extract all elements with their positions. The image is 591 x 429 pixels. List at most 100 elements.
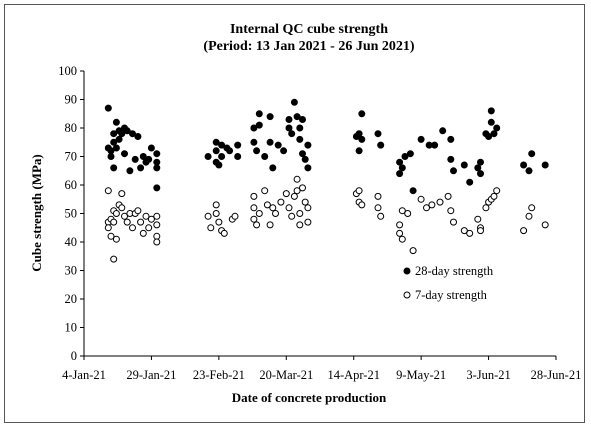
- point-28-day: [474, 164, 482, 172]
- point-7-day: [250, 215, 258, 223]
- point-28-day: [439, 127, 447, 135]
- point-7-day: [250, 192, 258, 200]
- point-7-day: [215, 218, 223, 226]
- point-7-day: [460, 227, 468, 235]
- point-28-day: [358, 110, 366, 118]
- point-7-day: [123, 218, 131, 226]
- point-28-day: [261, 153, 269, 160]
- point-28-day: [447, 135, 455, 143]
- point-7-day: [409, 247, 417, 255]
- point-7-day: [288, 212, 296, 220]
- point-28-day: [296, 135, 304, 143]
- point-28-day: [212, 138, 220, 146]
- point-28-day: [485, 133, 493, 140]
- point-28-day: [153, 164, 161, 172]
- point-28-day: [255, 121, 263, 129]
- point-28-day: [153, 184, 161, 192]
- point-7-day: [466, 229, 474, 237]
- point-7-day: [296, 221, 304, 229]
- point-7-day: [277, 198, 285, 206]
- point-28-day: [218, 141, 226, 149]
- chart-frame: [4, 4, 585, 423]
- point-7-day: [112, 210, 120, 217]
- point-7-day: [137, 218, 145, 226]
- point-7-day: [110, 255, 118, 263]
- point-7-day: [129, 224, 136, 232]
- x-tick-label: 23-Feb-21: [193, 368, 245, 382]
- point-28-day: [255, 110, 263, 118]
- point-28-day: [153, 150, 161, 158]
- point-28-day: [528, 150, 536, 158]
- point-7-day: [301, 198, 309, 206]
- point-28-day: [301, 155, 309, 163]
- point-28-day: [490, 130, 498, 138]
- point-7-day: [104, 187, 112, 195]
- point-7-day: [528, 204, 536, 212]
- point-7-day: [304, 204, 312, 212]
- point-7-day: [477, 227, 484, 235]
- point-7-day: [398, 235, 406, 243]
- point-7-day: [220, 229, 228, 237]
- point-28-day: [126, 167, 134, 175]
- point-28-day: [520, 161, 528, 169]
- point-28-day: [450, 167, 457, 175]
- point-7-day: [293, 187, 301, 195]
- legend-label-7-day: 7-day strength: [415, 288, 488, 302]
- point-7-day: [290, 192, 298, 200]
- point-7-day: [255, 210, 263, 217]
- point-28-day: [131, 155, 139, 163]
- point-7-day: [112, 235, 120, 243]
- point-7-day: [444, 192, 452, 200]
- point-28-day: [218, 153, 226, 160]
- point-7-day: [358, 201, 366, 209]
- point-28-day: [121, 150, 128, 158]
- point-28-day: [296, 124, 304, 132]
- point-28-day: [396, 158, 404, 166]
- x-tick-label: 4-Jan-21: [62, 368, 106, 382]
- point-28-day: [493, 124, 501, 132]
- point-7-day: [263, 201, 271, 209]
- x-tick-label: 14-Apr-21: [327, 368, 380, 382]
- point-7-day: [147, 215, 155, 223]
- point-28-day: [204, 153, 212, 160]
- point-7-day: [212, 210, 220, 217]
- point-28-day: [112, 118, 120, 126]
- point-28-day: [417, 135, 425, 143]
- x-tick-label: 9-May-21: [396, 368, 446, 382]
- point-28-day: [112, 144, 120, 152]
- chart-subtitle: (Period: 13 Jan 2021 - 26 Jun 2021): [203, 39, 415, 54]
- point-28-day: [110, 138, 118, 146]
- point-28-day: [269, 164, 277, 172]
- point-28-day: [280, 147, 288, 155]
- series-28-day: [104, 98, 549, 195]
- point-7-day: [423, 204, 430, 212]
- y-tick-label: 10: [65, 321, 78, 335]
- point-7-day: [282, 190, 290, 198]
- point-7-day: [285, 204, 293, 212]
- point-7-day: [110, 218, 118, 226]
- point-28-day: [409, 187, 417, 195]
- point-28-day: [274, 141, 282, 149]
- point-28-day: [110, 130, 118, 138]
- point-28-day: [293, 113, 301, 121]
- point-28-day: [487, 107, 495, 115]
- point-7-day: [377, 212, 385, 220]
- point-7-day: [261, 187, 269, 195]
- point-7-day: [541, 221, 549, 229]
- y-tick-label: 80: [65, 121, 78, 135]
- point-28-day: [487, 118, 495, 126]
- point-28-day: [304, 141, 312, 149]
- point-7-day: [153, 212, 161, 220]
- x-tick-label: 3-Jun-21: [466, 368, 510, 382]
- point-7-day: [104, 224, 112, 232]
- point-7-day: [293, 175, 301, 183]
- tick-labels: 0 10 20 30 40 50 60 70 80 90 100 4-Jan-21 29-Jan-21 2…: [58, 64, 581, 382]
- point-28-day: [358, 135, 366, 143]
- x-tick-label: 28-Jun-21: [531, 368, 582, 382]
- point-28-day: [110, 164, 118, 172]
- point-28-day: [477, 170, 484, 178]
- point-7-day: [250, 204, 258, 212]
- point-28-day: [139, 153, 147, 160]
- point-7-day: [121, 212, 128, 220]
- point-28-day: [153, 158, 161, 166]
